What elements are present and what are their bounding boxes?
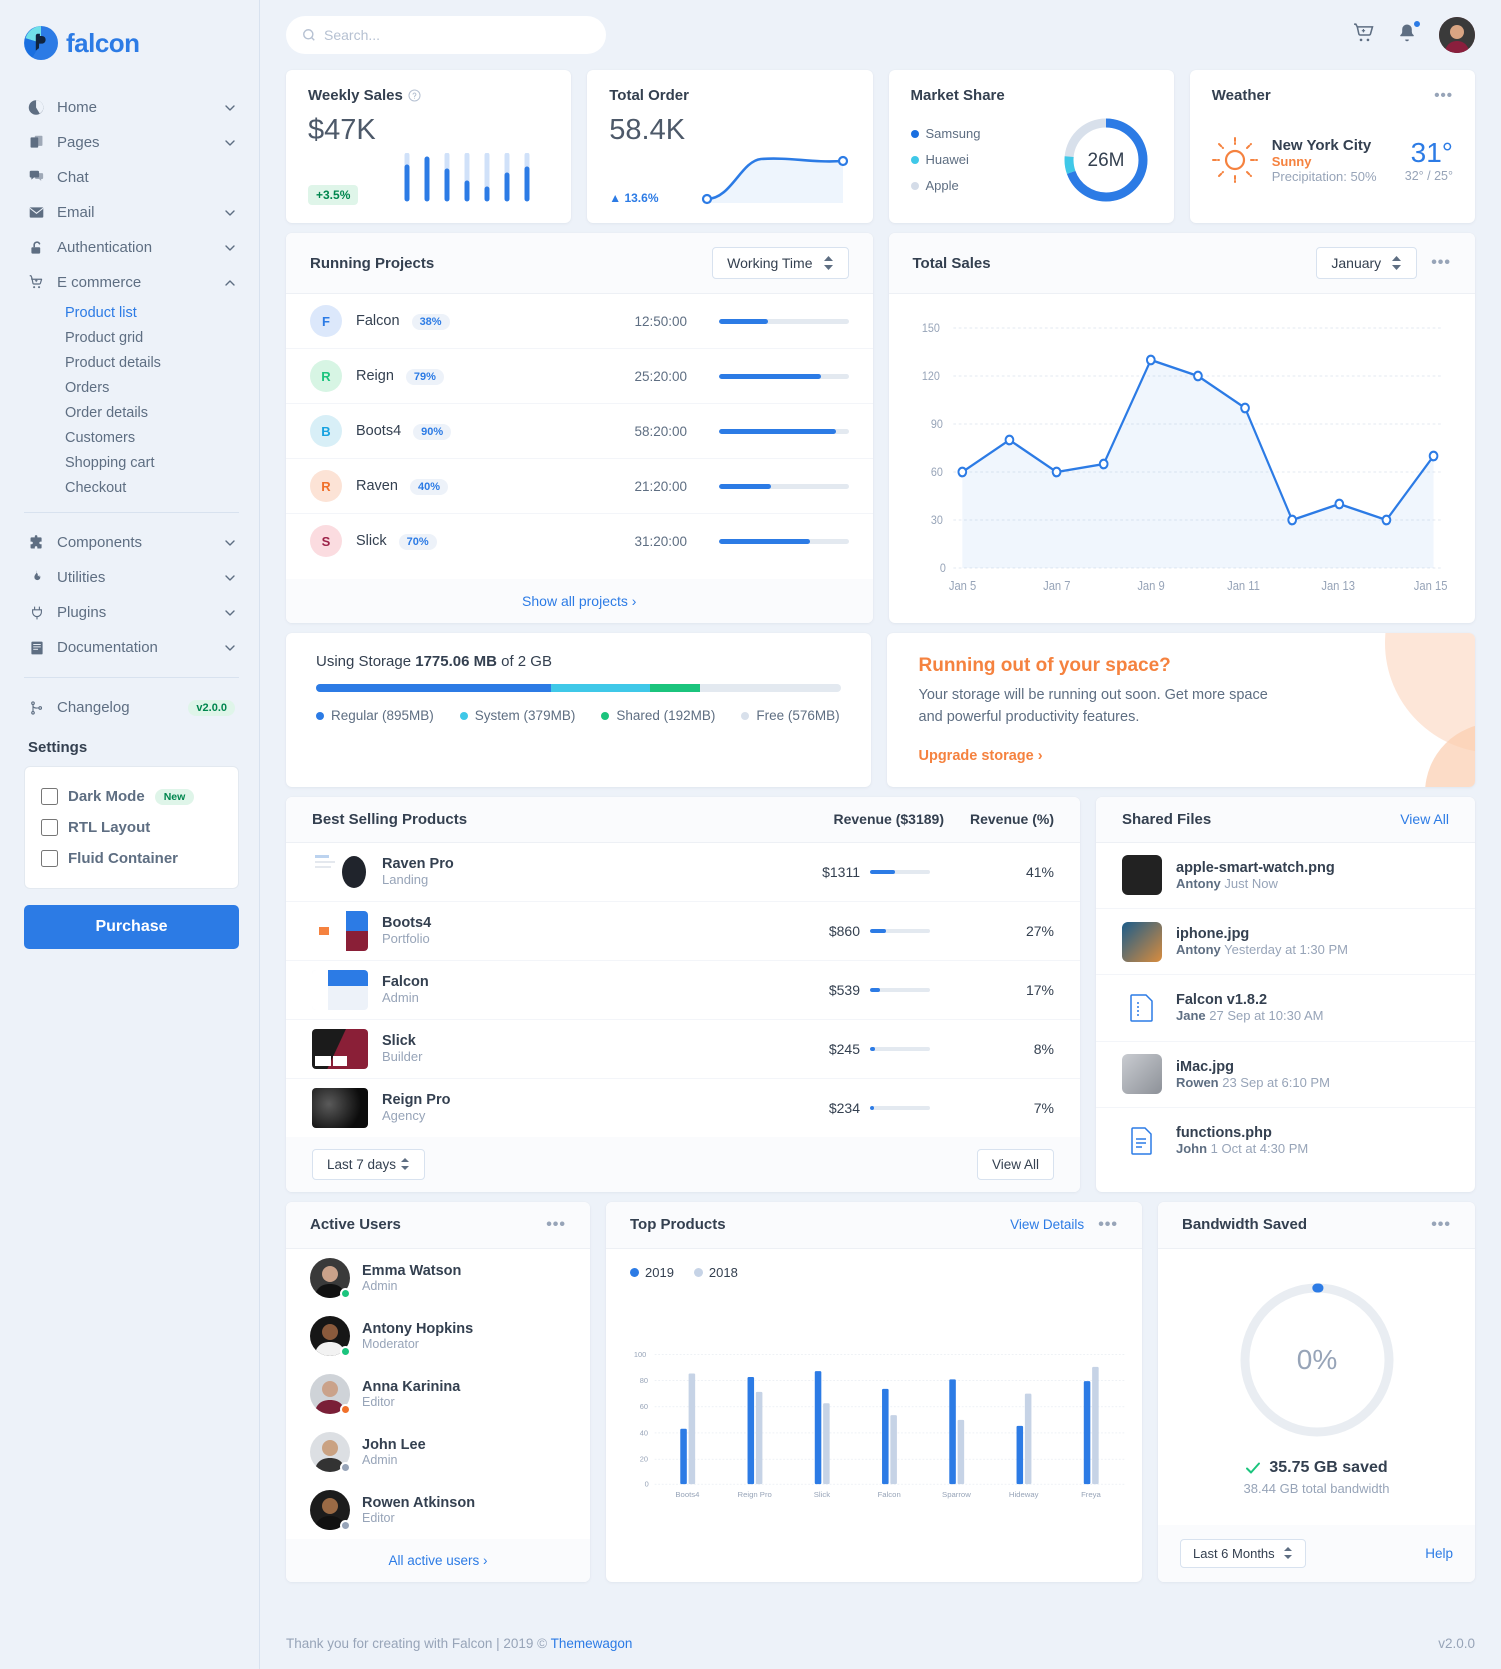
svg-text:40: 40 <box>640 1428 648 1437</box>
svg-text:Sparrow: Sparrow <box>942 1490 971 1499</box>
svg-text:Jan 15: Jan 15 <box>1413 578 1447 593</box>
svg-text:30: 30 <box>930 515 942 528</box>
svg-text:26M: 26M <box>1087 150 1124 171</box>
svg-text:150: 150 <box>921 323 939 336</box>
svg-text:Jan 7: Jan 7 <box>1043 578 1070 593</box>
svg-text:Jan 13: Jan 13 <box>1321 578 1355 593</box>
svg-text:80: 80 <box>640 1375 648 1384</box>
svg-text:Falcon: Falcon <box>878 1490 901 1499</box>
svg-text:100: 100 <box>634 1349 646 1358</box>
svg-text:Jan 5: Jan 5 <box>948 578 976 593</box>
svg-text:Jan 9: Jan 9 <box>1137 578 1165 593</box>
svg-text:120: 120 <box>921 371 939 384</box>
svg-text:60: 60 <box>640 1402 648 1411</box>
svg-text:90: 90 <box>930 419 942 432</box>
svg-text:Hideway: Hideway <box>1009 1490 1039 1499</box>
svg-text:Reign Pro: Reign Pro <box>738 1490 772 1499</box>
svg-text:0: 0 <box>939 563 945 576</box>
svg-text:60: 60 <box>930 467 942 480</box>
svg-text:Jan 11: Jan 11 <box>1227 578 1260 593</box>
svg-text:0%: 0% <box>1296 1344 1336 1375</box>
svg-text:Boots4: Boots4 <box>675 1490 700 1499</box>
svg-text:Slick: Slick <box>814 1490 830 1499</box>
svg-text:Freya: Freya <box>1081 1490 1101 1499</box>
svg-text:0: 0 <box>645 1479 649 1488</box>
svg-text:20: 20 <box>640 1454 648 1463</box>
